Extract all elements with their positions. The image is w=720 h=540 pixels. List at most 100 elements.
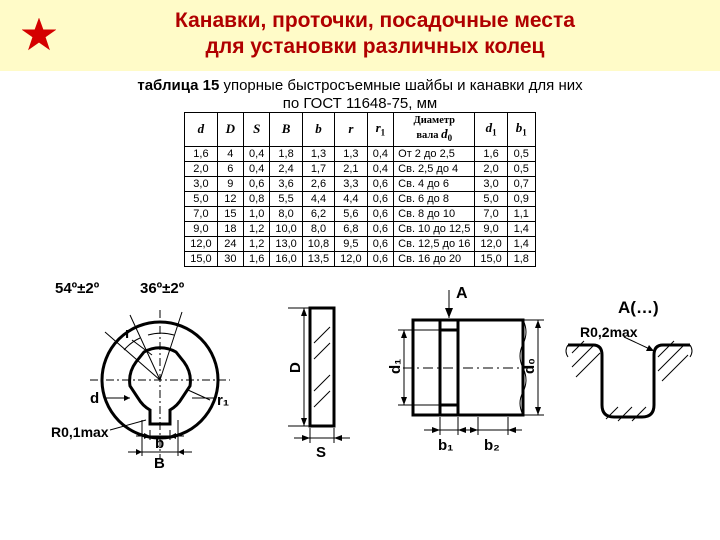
- shaft-diagram: A d₁ d₀ b₁ b₂: [378, 280, 558, 475]
- col-S: S: [244, 113, 270, 147]
- table-cell: 1,3: [302, 146, 334, 161]
- label-B: B: [154, 455, 165, 472]
- washer-side-diagram: D S: [268, 283, 378, 473]
- table-cell: 1,0: [244, 206, 270, 221]
- table-cell: 5,0: [475, 191, 507, 206]
- table-cell: 0,4: [244, 161, 270, 176]
- table-cell: 6: [217, 161, 243, 176]
- table-cell: 13,0: [270, 236, 302, 251]
- table-cell: 12,0: [185, 236, 217, 251]
- table-cell: 12,0: [475, 236, 507, 251]
- col-D: D: [217, 113, 243, 147]
- table-cell: 3,0: [475, 176, 507, 191]
- table-cell: 0,4: [367, 161, 394, 176]
- col-b: b: [302, 113, 334, 147]
- table-cell: 2,0: [185, 161, 217, 176]
- col-b1: b1: [507, 113, 535, 147]
- data-table: d D S B b r r1 Диаметрвала d0 d1 b1 1,6 4…: [184, 112, 536, 267]
- table-cell: 1,7: [302, 161, 334, 176]
- table-cell: 8,0: [270, 206, 302, 221]
- table-row: 5,0120,85,54,44,40,6Св. 6 до 85,00,9: [185, 191, 536, 206]
- table-cell: 2,4: [270, 161, 302, 176]
- table-cell: 24: [217, 236, 243, 251]
- table-cell: 0,4: [367, 146, 394, 161]
- table-cell: 0,6: [367, 251, 394, 266]
- table-cell: 1,8: [507, 251, 535, 266]
- label-r: r: [125, 325, 131, 342]
- table-cell: 1,8: [270, 146, 302, 161]
- table-cell: 15,0: [185, 251, 217, 266]
- table-cell: 1,6: [475, 146, 507, 161]
- label-r1: r₁: [217, 392, 229, 409]
- table-cell: Св. 8 до 10: [394, 206, 475, 221]
- table-cell: 1,1: [507, 206, 535, 221]
- table-cell: 1,6: [244, 251, 270, 266]
- table-cell: 13,5: [302, 251, 334, 266]
- label-S: S: [316, 444, 326, 461]
- col-B: B: [270, 113, 302, 147]
- main-title: Канавки, проточки, посадочные места для …: [40, 8, 710, 61]
- table-cell: Св. 10 до 12,5: [394, 221, 475, 236]
- table-cell: 0,6: [244, 176, 270, 191]
- table-cell: 7,0: [185, 206, 217, 221]
- table-cell: 9: [217, 176, 243, 191]
- table-cell: 3,6: [270, 176, 302, 191]
- table-cell: 1,4: [507, 221, 535, 236]
- table-cell: 4,4: [335, 191, 367, 206]
- table-cell: 2,0: [475, 161, 507, 176]
- table-cell: 0,6: [367, 176, 394, 191]
- diagram-area: 54º±2º 36º±2º r r₁ d R0,1max b B D S A d…: [0, 275, 720, 485]
- table-cell: 4,4: [302, 191, 334, 206]
- table-cell: 1,3: [335, 146, 367, 161]
- label-d1: d₁: [387, 358, 404, 373]
- table-cell: 16,0: [270, 251, 302, 266]
- subtitle-rest: упорные быстросъемные шайбы и канавки дл…: [219, 77, 582, 94]
- subtitle-bold: таблица 15: [137, 77, 219, 94]
- table-row: 1,640,41,81,31,30,4От 2 до 2,51,60,5: [185, 146, 536, 161]
- label-b2: b₂: [484, 437, 500, 454]
- title-line1: Канавки, проточки, посадочные места: [175, 9, 575, 32]
- table-cell: 5,6: [335, 206, 367, 221]
- table-cell: Св. 16 до 20: [394, 251, 475, 266]
- label-d0: d₀: [521, 358, 538, 374]
- table-cell: 18: [217, 221, 243, 236]
- table-cell: Св. 4 до 6: [394, 176, 475, 191]
- table-cell: Св. 12,5 до 16: [394, 236, 475, 251]
- table-cell: 0,6: [367, 221, 394, 236]
- table-cell: 3,3: [335, 176, 367, 191]
- label-Adots: A(…): [618, 298, 659, 317]
- table-cell: 8,0: [302, 221, 334, 236]
- table-cell: 1,6: [185, 146, 217, 161]
- table-cell: Св. 2,5 до 4: [394, 161, 475, 176]
- table-cell: 30: [217, 251, 243, 266]
- table-cell: 1,4: [507, 236, 535, 251]
- table-cell: 0,6: [367, 206, 394, 221]
- table-cell: 7,0: [475, 206, 507, 221]
- label-b1: b₁: [438, 437, 453, 454]
- label-b: b: [155, 435, 164, 452]
- table-cell: 3,0: [185, 176, 217, 191]
- table-row: 3,090,63,62,63,30,6Св. 4 до 63,00,7: [185, 176, 536, 191]
- col-d: d: [185, 113, 217, 147]
- label-r02: R0,2max: [580, 324, 638, 340]
- table-cell: 0,7: [507, 176, 535, 191]
- label-r01: R0,1max: [51, 424, 109, 440]
- table-cell: 0,6: [367, 236, 394, 251]
- table-cell: От 2 до 2,5: [394, 146, 475, 161]
- table-row: 15,0301,616,013,512,00,6Св. 16 до 2015,0…: [185, 251, 536, 266]
- table-cell: 5,5: [270, 191, 302, 206]
- table-cell: 6,2: [302, 206, 334, 221]
- col-r1: r1: [367, 113, 394, 147]
- table-cell: 0,6: [367, 191, 394, 206]
- table-cell: 15: [217, 206, 243, 221]
- table-cell: 12,0: [335, 251, 367, 266]
- star-icon: [22, 18, 56, 52]
- label-d: d: [90, 390, 99, 407]
- table-cell: 9,0: [475, 221, 507, 236]
- table-cell: 1,2: [244, 236, 270, 251]
- table-cell: 9,5: [335, 236, 367, 251]
- label-A: A: [456, 285, 468, 302]
- table-cell: 6,8: [335, 221, 367, 236]
- table-cell: 10,8: [302, 236, 334, 251]
- table-header-row: d D S B b r r1 Диаметрвала d0 d1 b1: [185, 113, 536, 147]
